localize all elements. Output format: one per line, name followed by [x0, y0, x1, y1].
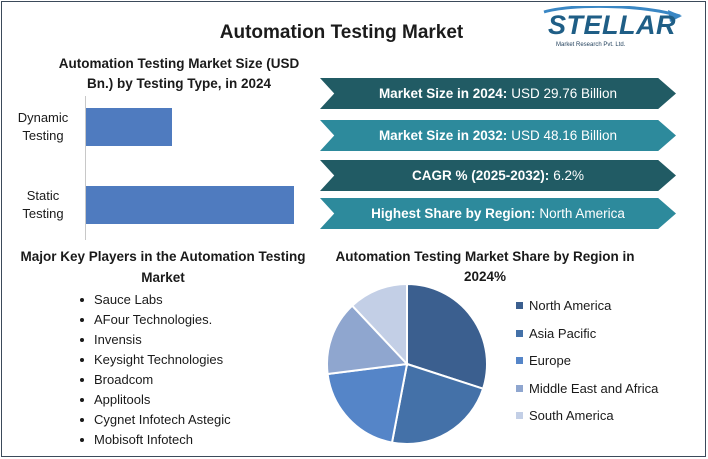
- key-figure-label: Market Size in 2024:: [378, 86, 508, 101]
- legend-swatch: [516, 357, 523, 365]
- legend-item: Middle East and Africa: [516, 375, 658, 403]
- bar-label: Dynamic Testing: [17, 110, 69, 143]
- key-figure-label: Highest Share by Region:: [371, 206, 536, 221]
- players-title: Major Key Players in the Automation Test…: [20, 249, 306, 285]
- legend-item: North America: [516, 292, 658, 320]
- players-list: Sauce Labs AFour Technologies. Invensis Key…: [80, 290, 231, 450]
- key-figure-banner: CAGR % (2025-2032): 6.2%: [320, 160, 676, 191]
- bullet-icon: [80, 438, 84, 442]
- pie-slice: [326, 304, 410, 376]
- legend-label: Middle East and Africa: [529, 380, 659, 396]
- player-name: Sauce Labs: [94, 292, 163, 307]
- player-name: AFour Technologies.: [94, 312, 213, 327]
- pie-chart-title: Automation Testing Market Share by Regio…: [335, 249, 635, 284]
- player-name: Applitools: [94, 392, 151, 407]
- key-figure-value: North America: [539, 206, 625, 221]
- bullet-icon: [80, 298, 84, 302]
- legend-swatch: [516, 329, 523, 337]
- bar-chart-title: Automation Testing Market Size (USD Bn.)…: [58, 56, 300, 91]
- player-name: Mobisoft Infotech: [94, 432, 193, 447]
- player-item: Broadcom: [80, 370, 231, 390]
- legend-label: South America: [529, 408, 614, 424]
- bar-label: Static Testing: [22, 188, 64, 221]
- bullet-icon: [80, 398, 84, 402]
- logo-swoosh-icon: [543, 6, 682, 22]
- legend-item: Europe: [516, 347, 658, 375]
- bullet-icon: [80, 318, 84, 322]
- player-name: Cygnet Infotech Astegic: [94, 412, 231, 427]
- pie-slice: [390, 362, 485, 445]
- pie-slice: [326, 362, 409, 444]
- pie-chart: [326, 282, 488, 445]
- page-title: Automation Testing Market: [219, 22, 464, 43]
- key-figure-value: USD 48.16 Billion: [511, 128, 618, 143]
- key-figure-label: CAGR % (2025-2032):: [411, 168, 550, 183]
- legend-swatch: [516, 384, 523, 392]
- legend-label: North America: [529, 298, 612, 314]
- legend-label: Europe: [529, 353, 571, 369]
- player-name: Broadcom: [94, 372, 154, 387]
- bullet-icon: [80, 378, 84, 382]
- bullet-icon: [80, 418, 84, 422]
- legend-item: Asia Pacific: [516, 320, 658, 348]
- key-figure-value: USD 29.76 Billion: [511, 86, 618, 101]
- stellar-logo: STELLAR Market Research Pvt. Ltd.: [530, 6, 690, 50]
- key-figure-banner: Market Size in 2032: USD 48.16 Billion: [320, 120, 676, 151]
- player-item: Sauce Labs: [80, 290, 231, 310]
- key-figure-banner: Highest Share by Region: North America: [320, 198, 676, 229]
- bullet-icon: [80, 358, 84, 362]
- player-item: Keysight Technologies: [80, 350, 231, 370]
- logo-subtitle: Market Research Pvt. Ltd.: [556, 42, 626, 48]
- player-name: Invensis: [94, 332, 142, 347]
- pie-legend: North America Asia Pacific Europe Middle Ea…: [516, 292, 658, 430]
- bullet-icon: [80, 338, 84, 342]
- player-item: Applitools: [80, 390, 231, 410]
- pie-slice: [406, 282, 488, 390]
- legend-item: South America: [516, 402, 658, 430]
- player-item: Cygnet Infotech Astegic: [80, 410, 231, 430]
- key-figure-value: 6.2%: [553, 168, 585, 183]
- legend-swatch: [516, 302, 523, 310]
- player-item: AFour Technologies.: [80, 310, 231, 330]
- player-name: Keysight Technologies: [94, 352, 224, 367]
- bar-chart-axis: [85, 96, 86, 240]
- logo-wordmark: STELLAR: [548, 10, 676, 40]
- player-item: Invensis: [80, 330, 231, 350]
- pie-slice: [350, 282, 408, 367]
- key-figure-banner: Market Size in 2024: USD 29.76 Billion: [320, 78, 676, 109]
- bar: [86, 186, 294, 224]
- key-figure-label: Market Size in 2032:: [378, 128, 508, 143]
- bar: [86, 108, 173, 146]
- legend-label: Asia Pacific: [529, 325, 597, 341]
- legend-swatch: [516, 412, 523, 420]
- player-item: Mobisoft Infotech: [80, 430, 231, 450]
